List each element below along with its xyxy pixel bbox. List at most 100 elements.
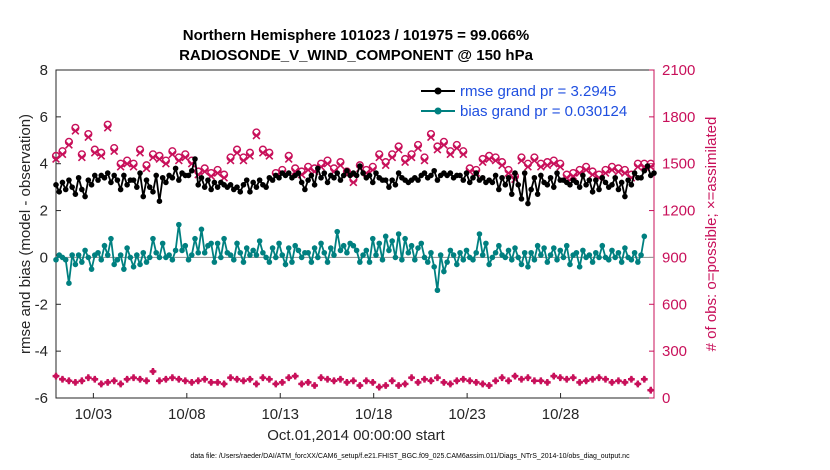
obs-lower-dot <box>79 378 85 384</box>
rmse-point <box>108 179 114 186</box>
rmse-point <box>470 174 476 181</box>
series-rmse <box>53 156 657 207</box>
bias-point <box>408 242 415 249</box>
obs-assimilated-point <box>478 158 487 167</box>
obs-lower-dot <box>85 375 91 381</box>
x-tick-label: 10/28 <box>542 406 580 423</box>
obs-lower-dot <box>305 379 311 385</box>
bias-point <box>340 242 347 249</box>
bias-point <box>379 256 386 263</box>
rmse-point <box>331 174 337 181</box>
obs-lower-dot <box>493 378 499 384</box>
bias-point <box>560 254 567 261</box>
bias-point <box>321 249 328 256</box>
rmse-point <box>518 196 525 202</box>
rmse-point <box>56 189 63 195</box>
obs-assimilated-point <box>252 131 261 140</box>
bias-point <box>72 261 79 268</box>
bias-point <box>237 249 244 256</box>
rmse-point <box>104 170 111 176</box>
bias-point <box>628 256 635 263</box>
obs-assimilated-point <box>452 144 461 153</box>
rmse-point <box>111 172 117 179</box>
bias-point <box>392 254 399 261</box>
bias-point <box>437 252 444 258</box>
obs-assimilated-point <box>304 165 313 174</box>
bias-point <box>214 240 221 247</box>
bias-point <box>53 256 59 263</box>
bias-point <box>79 259 85 265</box>
obs-assimilated-point <box>608 165 616 174</box>
rmse-point <box>237 189 244 195</box>
bias-point <box>195 249 202 256</box>
obs-assimilated-point <box>588 170 597 179</box>
legend-rmse-marker <box>434 87 442 95</box>
y2-tick-label: 2100 <box>662 62 695 79</box>
obs-assimilated-point <box>123 159 132 168</box>
bias-point <box>334 228 341 235</box>
rmse-point <box>457 172 463 179</box>
rmse-point <box>227 182 234 188</box>
obs-assimilated-point <box>155 155 164 163</box>
bias-point <box>496 242 502 249</box>
rmse-point <box>192 156 198 162</box>
obs-assimilated-point <box>582 165 591 174</box>
bias-point <box>428 249 434 256</box>
bias-point <box>424 259 431 265</box>
obs-lower-dot <box>422 376 427 382</box>
obs-lower-dot <box>415 379 421 385</box>
obs-assimilated-point <box>58 150 67 159</box>
obs-lower-dot <box>454 378 460 384</box>
rmse-point <box>499 174 505 181</box>
obs-lower-dot <box>53 373 59 379</box>
rmse-point <box>508 191 515 197</box>
bias-point <box>192 235 198 242</box>
bias-point <box>221 235 227 242</box>
bias-point <box>176 221 182 228</box>
bias-point <box>363 247 370 254</box>
obs-assimilated-point <box>394 145 403 154</box>
obs-lower-dot <box>169 375 175 381</box>
rmse-point <box>305 177 311 183</box>
obs-lower-dot <box>221 381 227 387</box>
rmse-point <box>130 177 137 183</box>
rmse-point <box>528 186 534 193</box>
rmse-point <box>85 177 92 183</box>
bias-point <box>201 249 208 256</box>
rmse-point <box>72 191 79 197</box>
obs-assimilated-point <box>323 159 332 168</box>
obs-lower-dot <box>370 379 376 385</box>
obs-lower-dot <box>512 373 518 379</box>
bias-point <box>279 252 286 258</box>
bias-point <box>486 261 492 268</box>
obs-lower-dot <box>538 378 544 384</box>
bias-point <box>140 249 147 256</box>
rmse-point <box>473 170 480 176</box>
obs-assimilated-point <box>375 153 384 162</box>
bias-point <box>528 249 534 256</box>
rmse-point <box>344 167 350 174</box>
rmse-point <box>185 172 192 179</box>
rmse-point <box>369 179 376 186</box>
bias-point <box>521 249 528 256</box>
rmse-point <box>599 174 606 181</box>
obs-assimilated-point <box>446 150 455 159</box>
obs-lower-dot <box>603 376 608 382</box>
rmse-point <box>137 170 143 176</box>
y2-tick-label: 1200 <box>662 203 695 220</box>
bias-point <box>405 249 412 256</box>
obs-assimilated-point <box>549 159 558 168</box>
obs-lower-dot <box>318 375 324 381</box>
rmse-point <box>547 174 554 181</box>
bias-point <box>146 254 153 261</box>
obs-lower-dot <box>435 375 440 381</box>
obs-assimilated-point <box>407 153 416 162</box>
obs-assimilated-point <box>168 150 177 159</box>
obs-assimilated-point <box>381 161 390 170</box>
obs-lower-dot <box>344 379 350 385</box>
rmse-point <box>628 182 635 188</box>
obs-assimilated-point <box>142 164 151 173</box>
obs-assimilated-point <box>161 159 170 168</box>
bias-point <box>85 254 92 261</box>
x-tick-label: 10/18 <box>355 406 393 423</box>
